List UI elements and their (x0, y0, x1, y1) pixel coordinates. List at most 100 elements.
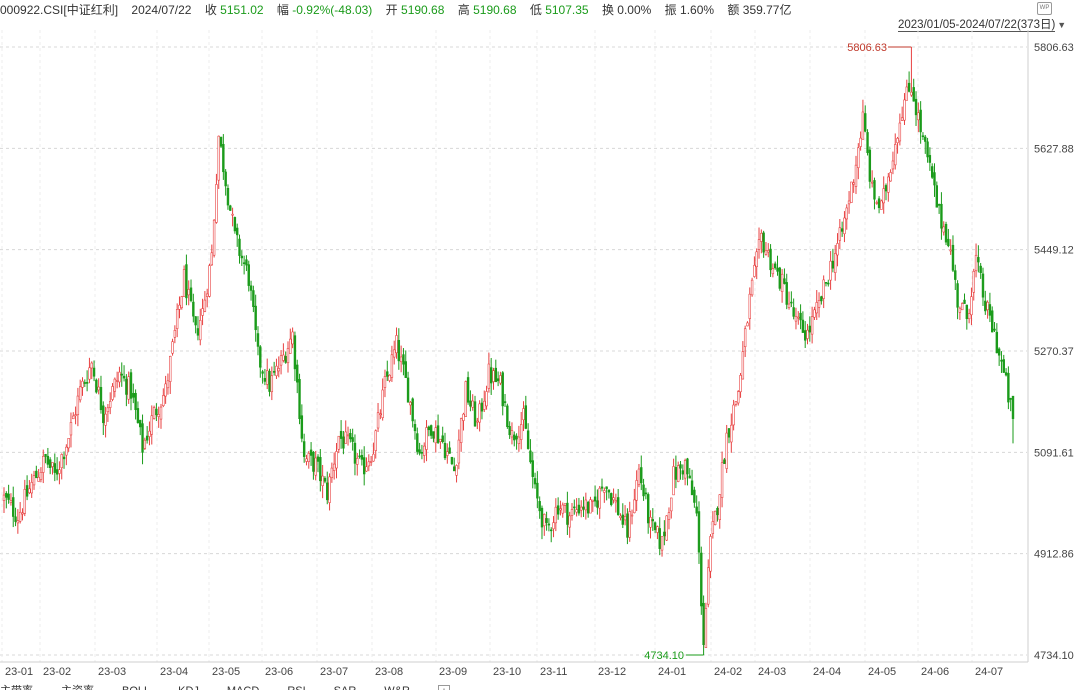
date-range-selector[interactable]: 2023/01/05-2024/07/22(373日) ▼ (898, 17, 1066, 33)
indicator-tab[interactable]: W&R (384, 682, 410, 690)
candle-body (109, 401, 112, 408)
candle-body (118, 371, 121, 383)
candle-body (18, 511, 22, 522)
candle-body (704, 608, 708, 648)
watermark-icon[interactable]: WP (1037, 2, 1052, 15)
candle-body (272, 371, 276, 373)
candle-body (543, 514, 546, 527)
candle-body (965, 304, 969, 320)
candle-body (785, 282, 788, 305)
candle-body (180, 296, 183, 308)
candle-body (266, 370, 269, 385)
candle-body (829, 260, 832, 281)
candle-body (605, 486, 608, 490)
candle-body (309, 449, 313, 456)
candle-body (247, 264, 250, 286)
candle-body (573, 506, 576, 509)
candle-body (808, 325, 812, 333)
candle-body (693, 489, 696, 503)
candle-body (226, 187, 230, 206)
grid-layer (0, 30, 1029, 663)
amount-field: 额 359.77亿 (727, 3, 792, 17)
x-axis-labels: 23-01 23-02 23-03 23-04 23-05 23-06 23-07 23-08… (5, 666, 1003, 678)
candle-body (753, 265, 756, 277)
candle-body (365, 466, 368, 472)
candle-body (439, 438, 442, 442)
candle-body (517, 436, 521, 445)
candle-body (314, 457, 317, 476)
candle-body (155, 408, 158, 416)
candle-body (300, 415, 304, 439)
x-tick-label: 23-03 (98, 666, 126, 678)
candle-body (429, 425, 433, 436)
amplitude-field: 振 1.60% (664, 3, 715, 17)
candle-body (586, 501, 590, 514)
candle-body (801, 319, 805, 333)
indicator-tab[interactable]: + (437, 685, 450, 690)
candle-body (1002, 359, 1005, 373)
candle-body (203, 299, 207, 312)
candle-body (778, 267, 781, 289)
candle-body (293, 335, 297, 370)
candle-body (852, 182, 855, 185)
candle-body (580, 506, 583, 511)
candle-body (189, 287, 193, 301)
x-tick-label: 23-05 (212, 666, 240, 678)
candle-body (35, 470, 38, 479)
candle-body (510, 430, 514, 438)
candle-body (716, 507, 719, 516)
candle-body (367, 461, 371, 467)
candle-body (757, 239, 761, 250)
candle-body (614, 500, 618, 503)
indicator-tab[interactable]: MACD (227, 682, 259, 690)
candle-body (838, 227, 842, 241)
candle-body (1000, 359, 1003, 362)
candle-body (767, 250, 770, 253)
candle-body (961, 303, 964, 311)
candle-body (159, 406, 163, 420)
candle-body (342, 436, 345, 449)
candle-body (610, 493, 613, 505)
indicator-tab[interactable]: SAR (334, 682, 357, 690)
candle-body (997, 348, 1001, 356)
candle-body (450, 456, 454, 465)
candle-body (665, 515, 668, 541)
candle-body (312, 451, 315, 472)
candle-body (910, 91, 913, 96)
candle-body (626, 513, 629, 538)
indicator-tab[interactable]: 主资率 (61, 682, 94, 690)
candle-body (388, 374, 391, 381)
candle-body (330, 467, 334, 479)
candle-body (570, 509, 574, 516)
candle-body (282, 354, 285, 361)
candle-body (238, 238, 241, 256)
candle-body (550, 529, 553, 532)
candle-body (413, 424, 417, 432)
indicator-tab[interactable]: 主带率 (0, 682, 33, 690)
candle-body (660, 536, 664, 551)
candle-body (503, 401, 507, 403)
candle-body (369, 461, 373, 463)
candle-body (185, 264, 188, 299)
candle-body (120, 373, 123, 376)
candle-body (924, 136, 927, 142)
candle-body (436, 425, 440, 443)
candle-body (799, 312, 802, 321)
candle-body (92, 367, 96, 377)
candle-body (277, 368, 280, 372)
candle-body (815, 302, 818, 314)
x-tick-label: 24-07 (975, 666, 1003, 678)
date-range-text: 2023/01/05-2024/07/22(373日) (898, 19, 1056, 32)
candle-body (663, 531, 666, 537)
candle-body (930, 166, 934, 178)
indicator-tab[interactable]: BOLL (122, 682, 150, 690)
indicator-tab[interactable]: KDJ (178, 682, 199, 690)
candle-body (60, 454, 63, 469)
candle-body (208, 265, 211, 297)
indicator-tab[interactable]: RSI (287, 682, 305, 690)
candle-body (175, 309, 179, 329)
candle-body (817, 300, 821, 308)
candle-body (72, 415, 75, 420)
candle-body (136, 408, 140, 423)
